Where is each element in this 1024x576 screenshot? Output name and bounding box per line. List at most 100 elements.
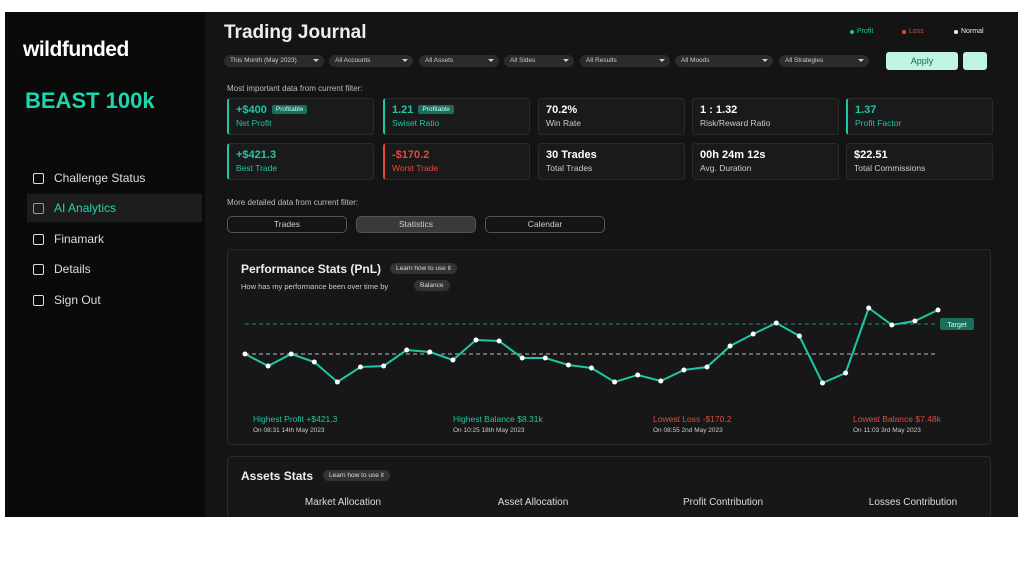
- filter-dropdown[interactable]: All Strategies: [779, 55, 869, 67]
- menu-item[interactable]: Finamark: [27, 225, 202, 253]
- screenshot: wildfunded BEAST 100k Challenge Status AI…: [5, 12, 1018, 517]
- pnl-point: [427, 349, 433, 355]
- page-title: Trading Journal: [224, 22, 367, 43]
- stat-value: +$421.3: [236, 149, 366, 161]
- panel-title: Assets Stats: [241, 469, 314, 483]
- summary-label: Most important data from current filter:: [227, 84, 363, 93]
- highlight-title: Lowest Balance $7.48k: [853, 414, 941, 424]
- pnl-point: [681, 367, 687, 373]
- target-label: Target: [947, 322, 967, 329]
- pnl-point: [912, 318, 918, 324]
- apply-label: Apply: [910, 56, 934, 66]
- stat-card: 70.2% Win Rate: [538, 98, 685, 135]
- pnl-point: [311, 359, 317, 365]
- legend-item: Loss: [902, 28, 924, 35]
- target-tag: [940, 318, 974, 330]
- pnl-point: [542, 355, 548, 361]
- stat-value-text: 1.21: [392, 104, 414, 116]
- filter-dropdown[interactable]: All Moods: [675, 55, 773, 67]
- legend-label: Loss: [909, 28, 924, 35]
- account-name: BEAST 100k: [25, 88, 155, 113]
- view-tab[interactable]: Trades: [227, 216, 347, 233]
- menu-icon: [33, 263, 44, 275]
- pnl-point: [820, 380, 825, 386]
- menu-icon: [33, 202, 44, 214]
- menu-item[interactable]: Challenge Status: [27, 164, 202, 192]
- menu-icon: [33, 294, 44, 306]
- stat-card: -$170.2 Worst Trade: [383, 143, 530, 180]
- stat-card: $22.51 Total Commissions: [846, 143, 993, 180]
- menu-label: Finamark: [54, 232, 105, 246]
- pnl-point: [381, 363, 387, 369]
- pnl-point: [404, 347, 410, 353]
- reset-button[interactable]: [963, 52, 987, 70]
- stat-value-text: $22.51: [854, 149, 888, 161]
- menu-item[interactable]: Sign Out: [27, 286, 202, 314]
- stat-value: 70.2%: [546, 104, 677, 116]
- stat-card: 1 : 1.32 Risk/Reward Ratio: [692, 98, 839, 135]
- highlight-time: On 10:25 18th May 2023: [453, 427, 525, 434]
- apply-button[interactable]: Apply: [886, 52, 958, 70]
- stat-label: Profit Factor: [855, 118, 902, 128]
- stat-value-text: 1.37: [855, 104, 877, 116]
- filter-dropdown[interactable]: This Month (May 2023): [224, 55, 324, 67]
- legend-label: Profit: [857, 28, 874, 35]
- view-tab[interactable]: Statistics: [356, 216, 476, 233]
- help-pill[interactable]: Learn how to use it: [323, 470, 390, 481]
- stat-value-text: -$170.2: [392, 149, 430, 161]
- stat-value: +$400 Profitable: [236, 104, 366, 116]
- pnl-point: [727, 343, 733, 349]
- menu-item[interactable]: Details: [27, 255, 202, 283]
- stat-value: 1 : 1.32: [700, 104, 831, 116]
- legend-dot: [850, 29, 854, 34]
- stat-value: $22.51: [854, 149, 985, 161]
- pnl-point: [704, 364, 710, 370]
- pnl-point: [450, 357, 456, 363]
- pnl-line: [244, 306, 939, 385]
- pnl-point: [565, 362, 571, 368]
- highlight-time: On 11:03 3rd May 2023: [853, 427, 921, 434]
- stat-value: 30 Trades: [546, 149, 677, 161]
- stat-label: Total Trades: [546, 163, 593, 173]
- assets-column: Market Allocation: [304, 497, 382, 508]
- filter-dropdown[interactable]: All Accounts: [329, 55, 413, 67]
- stat-label: Swiset Ratio: [392, 118, 440, 128]
- pnl-point: [519, 355, 525, 361]
- highlight-time: On 08:31 14th May 2023: [253, 427, 325, 434]
- main-panel: Trading Journal Apply Most important dat…: [205, 12, 1018, 517]
- pnl-point: [889, 322, 895, 328]
- legend-item: Profit: [850, 28, 873, 35]
- detail-label: More detailed data from current filter:: [227, 198, 359, 207]
- sidebar: wildfunded BEAST 100k Challenge Status AI…: [5, 12, 205, 517]
- menu-icon: [33, 172, 44, 184]
- performance-panel: Performance Stats (PnL) Learn how to use…: [227, 249, 991, 445]
- brand: wildfunded: [23, 38, 129, 61]
- stat-card: 30 Trades Total Trades: [538, 143, 685, 180]
- pnl-point: [796, 333, 802, 339]
- filter-dropdown[interactable]: All Sides: [504, 55, 574, 67]
- filter-dropdown[interactable]: All Assets: [419, 55, 499, 67]
- stat-value: -$170.2: [392, 149, 522, 161]
- menu-label: Challenge Status: [54, 171, 146, 185]
- legend-item: Normal: [954, 28, 984, 35]
- stat-value-text: 1 : 1.32: [700, 104, 738, 116]
- stat-card: +$421.3 Best Trade: [227, 143, 374, 180]
- pnl-point: [612, 379, 618, 385]
- stat-value: 1.21 Profitable: [392, 104, 522, 116]
- view-tab[interactable]: Calendar: [485, 216, 605, 233]
- legend-dot: [902, 29, 906, 34]
- stat-value-text: 00h 24m 12s: [700, 149, 766, 161]
- pnl-point: [358, 364, 363, 370]
- metric-dropdown[interactable]: Balance: [414, 280, 450, 291]
- stat-badge: Profitable: [271, 105, 308, 114]
- menu-item[interactable]: AI Analytics: [27, 194, 202, 222]
- pnl-point: [866, 305, 872, 311]
- stat-label: Win Rate: [546, 118, 581, 128]
- filter-dropdown[interactable]: All Results: [580, 55, 670, 67]
- pnl-point: [635, 372, 641, 378]
- legend-dot: [954, 29, 958, 34]
- highlight-title: Highest Balance $8.31k: [453, 414, 543, 424]
- highlight-title: Highest Profit +$421.3: [253, 414, 338, 424]
- help-pill[interactable]: Learn how to use it: [390, 263, 457, 274]
